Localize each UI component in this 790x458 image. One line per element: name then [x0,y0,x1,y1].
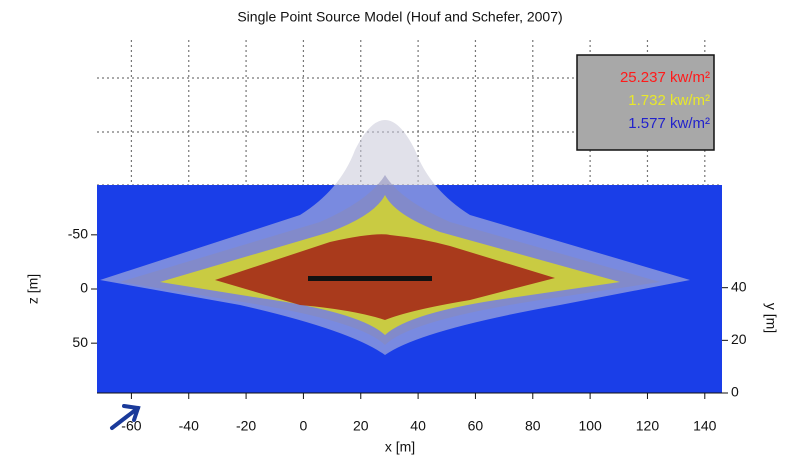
arrow-icon [110,404,141,430]
y-tick-label: 50 [72,334,88,350]
x-tick-label: 100 [578,418,602,434]
y2-axis-label: y [m] [763,303,779,333]
x-tick-label: -40 [179,418,199,434]
y-tick-label: 0 [80,280,88,296]
legend-entry: 25.237 kw/m² [620,69,710,86]
y2-tick-label: 40 [731,278,747,294]
y-tick-label: -50 [68,226,88,242]
y2-tick-label: 0 [731,384,739,400]
y-axis-label: z [m] [25,274,41,304]
legend-entry: 1.732 kw/m² [628,92,710,109]
chart-title: Single Point Source Model (Houf and Sche… [237,9,562,25]
x-tick-label: 40 [410,418,426,434]
legend-entry: 1.577 kw/m² [628,115,710,132]
x-tick-label: 0 [300,418,308,434]
x-tick-label: 140 [693,418,717,434]
x-tick-label: -60 [121,418,141,434]
x-tick-label: -20 [236,418,256,434]
legend-box [576,54,715,151]
x-tick-label: 20 [353,418,369,434]
x-tick-label: 120 [636,418,660,434]
x-tick-label: 60 [468,418,484,434]
legend: 25.237 kw/m² 1.732 kw/m² 1.577 kw/m² [620,69,710,132]
x-axis-label: x [m] [385,439,415,455]
flame-contours [100,120,690,355]
x-tick-label: 80 [525,418,541,434]
y2-tick-label: 20 [731,331,747,347]
